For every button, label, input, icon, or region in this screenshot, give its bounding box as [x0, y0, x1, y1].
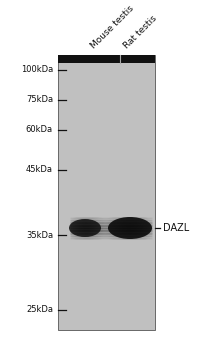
Text: 60kDa: 60kDa — [26, 126, 53, 134]
Text: 100kDa: 100kDa — [21, 65, 53, 75]
Text: 25kDa: 25kDa — [26, 306, 53, 315]
Text: DAZL: DAZL — [162, 223, 188, 233]
Bar — [58, 55, 154, 330]
Text: Mouse testis: Mouse testis — [88, 4, 135, 50]
Text: 75kDa: 75kDa — [26, 96, 53, 105]
Ellipse shape — [69, 219, 101, 237]
Text: 35kDa: 35kDa — [26, 231, 53, 239]
Bar — [58, 55, 154, 63]
Text: 45kDa: 45kDa — [26, 166, 53, 175]
Ellipse shape — [108, 217, 151, 239]
Text: Rat testis: Rat testis — [121, 13, 157, 50]
